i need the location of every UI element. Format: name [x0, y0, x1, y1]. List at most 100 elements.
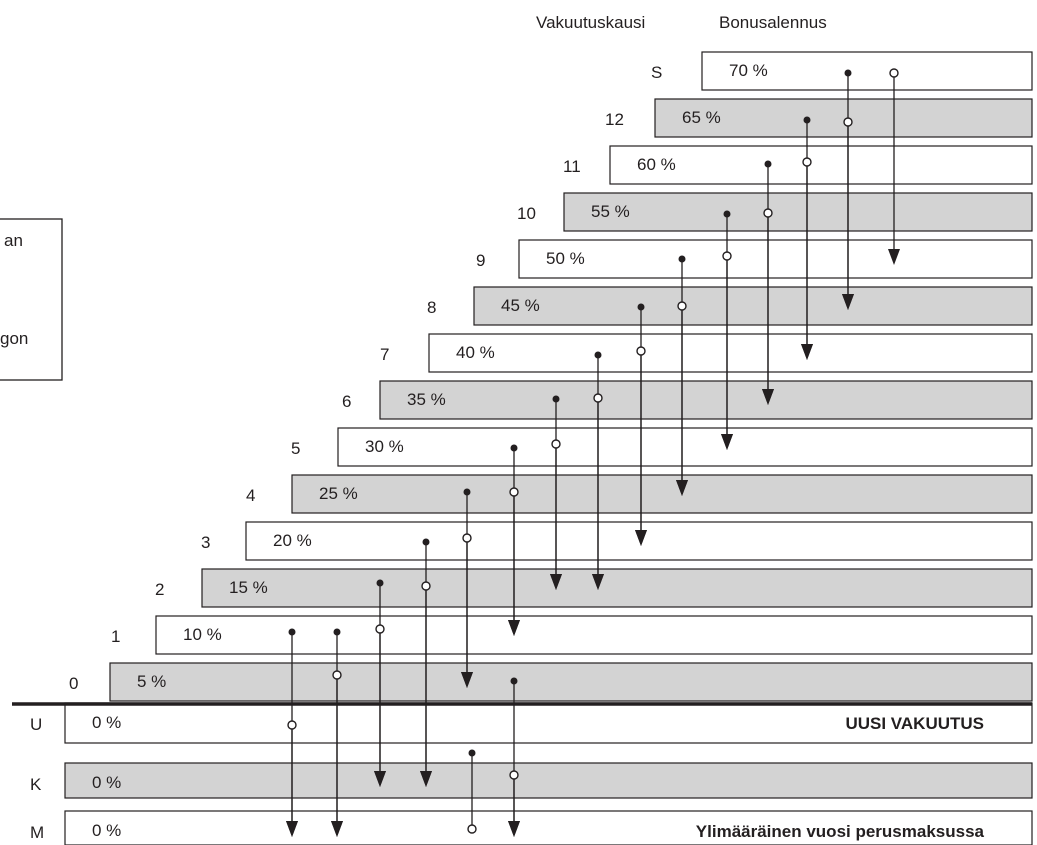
bonus-class-rows: S 70 %12 65 %11 60 %10 55 %9 50 %8 45 %7 40 %6 3… — [30, 51, 1033, 845]
class-period-5: 5 — [291, 439, 300, 458]
transition-start-ring — [593, 393, 603, 403]
class-period-1: 1 — [111, 627, 120, 646]
transition-start-ring — [889, 68, 899, 78]
class-period-M: M — [30, 823, 44, 842]
class-box-5 — [337, 427, 1033, 467]
class-period-0: 0 — [69, 674, 78, 693]
transition-start-ring — [462, 533, 472, 543]
legend-frame — [0, 218, 63, 381]
arrowhead — [592, 574, 604, 590]
transition-start-ring — [763, 208, 773, 218]
class-period-K: K — [30, 775, 42, 794]
class-discount-6: 35 % — [407, 390, 446, 409]
class-period-2: 2 — [155, 580, 164, 599]
class-note-M: Ylimääräinen vuosi perusmaksussa — [696, 822, 985, 841]
arrowhead — [801, 344, 813, 360]
transition-start-dot — [723, 210, 731, 218]
class-box-K — [64, 762, 1033, 799]
class-note-U: UUSI VAKUUTUS — [845, 714, 984, 733]
class-period-6: 6 — [342, 392, 351, 411]
transition-start-dot — [510, 444, 518, 452]
class-discount-3: 20 % — [273, 531, 312, 550]
class-box-12 — [654, 98, 1033, 138]
class-box-S — [701, 51, 1033, 91]
class-box-3 — [245, 521, 1033, 561]
arrowhead — [762, 389, 774, 405]
transition-start-dot — [594, 351, 602, 359]
transition-start-dot — [803, 116, 811, 124]
transition-start-ring — [332, 670, 342, 680]
class-discount-8: 45 % — [501, 296, 540, 315]
class-period-10: 10 — [517, 204, 536, 223]
class-discount-12: 65 % — [682, 108, 721, 127]
class-discount-0: 5 % — [137, 672, 166, 691]
class-discount-K: 0 % — [92, 773, 121, 792]
transition-start-dot — [333, 628, 341, 636]
arrowhead — [676, 480, 688, 496]
class-period-12: 12 — [605, 110, 624, 129]
transition-start-ring — [509, 770, 519, 780]
class-discount-10: 55 % — [591, 202, 630, 221]
class-box-1 — [155, 615, 1033, 655]
class-box-2 — [201, 568, 1033, 608]
transition-end-ring — [467, 824, 477, 834]
transition-start-dot — [422, 538, 430, 546]
class-discount-1: 10 % — [183, 625, 222, 644]
class-discount-5: 30 % — [365, 437, 404, 456]
class-box-4 — [291, 474, 1033, 514]
transition-start-ring — [509, 487, 519, 497]
class-box-10 — [563, 192, 1033, 232]
class-box-7 — [428, 333, 1033, 373]
legend-box: an gon — [0, 218, 63, 381]
transition-start-ring — [636, 346, 646, 356]
transition-start-ring — [722, 251, 732, 261]
transition-start-dot — [844, 69, 852, 77]
class-discount-7: 40 % — [456, 343, 495, 362]
arrowhead — [842, 294, 854, 310]
class-period-S: S — [651, 63, 662, 82]
arrowhead — [721, 434, 733, 450]
class-period-8: 8 — [427, 298, 436, 317]
transition-start-dot — [552, 395, 560, 403]
class-period-11: 11 — [563, 157, 581, 176]
class-period-U: U — [30, 715, 42, 734]
arrowhead — [331, 821, 343, 837]
transition-start-dot — [463, 488, 471, 496]
transition-start-dot — [678, 255, 686, 263]
class-period-4: 4 — [246, 486, 255, 505]
transition-start-ring — [287, 720, 297, 730]
transition-start-dot — [764, 160, 772, 168]
class-box-M — [64, 810, 1033, 845]
legend-fragment-2: gon — [0, 329, 28, 348]
transition-start-ring — [802, 157, 812, 167]
class-period-9: 9 — [476, 251, 485, 270]
transition-start-dot — [288, 628, 296, 636]
arrowhead — [635, 530, 647, 546]
class-discount-4: 25 % — [319, 484, 358, 503]
legend-fragment-1: an — [4, 231, 23, 250]
transition-start-ring — [375, 624, 385, 634]
transition-start-dot — [468, 749, 476, 757]
class-period-7: 7 — [380, 345, 389, 364]
period-header: Vakuutuskausi — [536, 13, 645, 32]
arrowhead — [888, 249, 900, 265]
arrowhead — [374, 771, 386, 787]
transition-start-ring — [551, 439, 561, 449]
arrowhead — [420, 771, 432, 787]
arrowhead — [286, 821, 298, 837]
class-discount-M: 0 % — [92, 821, 121, 840]
class-discount-9: 50 % — [546, 249, 585, 268]
arrowhead — [508, 620, 520, 636]
class-box-0 — [109, 662, 1033, 702]
class-discount-S: 70 % — [729, 61, 768, 80]
class-discount-U: 0 % — [92, 713, 121, 732]
class-box-11 — [609, 145, 1033, 185]
transition-start-ring — [677, 301, 687, 311]
transition-start-ring — [421, 581, 431, 591]
transition-start-dot — [376, 579, 384, 587]
class-period-3: 3 — [201, 533, 210, 552]
transition-start-dot — [637, 303, 645, 311]
class-box-9 — [518, 239, 1033, 279]
discount-header: Bonusalennus — [719, 13, 827, 32]
